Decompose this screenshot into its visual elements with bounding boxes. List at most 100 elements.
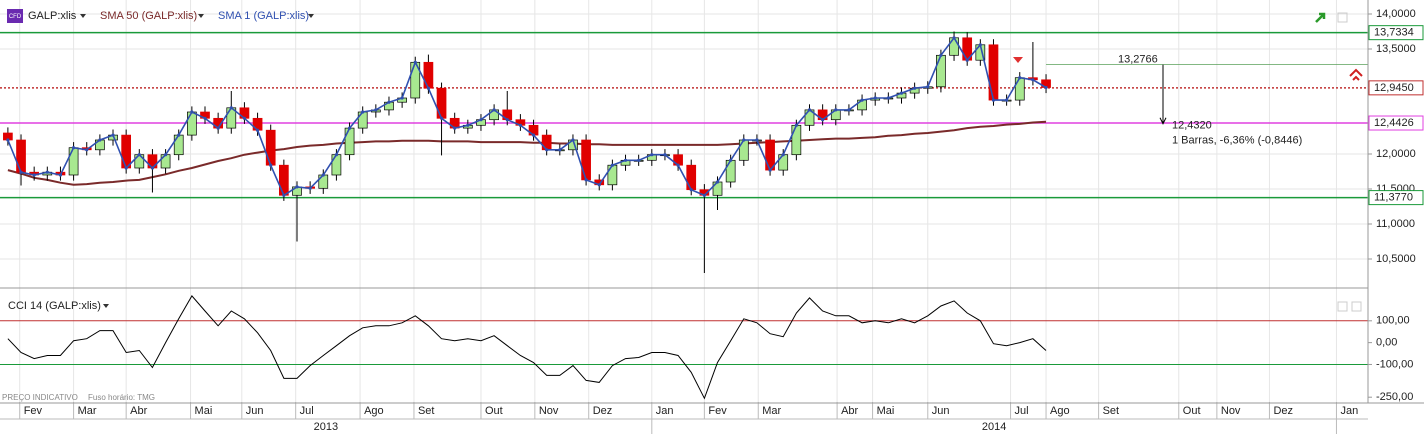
sma-point <box>347 126 352 130</box>
sma-point <box>991 98 996 102</box>
candle-body <box>436 87 447 119</box>
sma-point <box>242 116 247 120</box>
sma-point <box>886 96 890 100</box>
sma-point <box>715 180 720 184</box>
sma-point <box>137 153 141 157</box>
candle-body <box>988 44 999 101</box>
sma-point <box>361 110 365 114</box>
alert-icon[interactable] <box>1349 68 1363 81</box>
level-label: 11,3770 <box>1374 192 1413 204</box>
sma-point <box>492 108 496 112</box>
candle-body <box>725 159 736 183</box>
x-tick-label: Ago <box>364 405 384 417</box>
x-tick-label: Abr <box>130 405 147 417</box>
window-icon[interactable] <box>1337 12 1348 23</box>
candle-body <box>791 124 802 156</box>
sma-point <box>334 153 339 157</box>
sma-point <box>413 60 417 64</box>
window-icon[interactable] <box>1337 301 1348 312</box>
sma-point <box>584 178 588 182</box>
legend-item[interactable]: SMA 50 (GALP:xlis) <box>100 10 197 22</box>
chart-title[interactable]: GALP:xlis <box>28 10 77 22</box>
candle-body <box>173 134 184 156</box>
x-tick-label: Mai <box>195 405 213 417</box>
sma-point <box>650 153 654 157</box>
sma-point <box>308 186 312 190</box>
legend-item[interactable]: SMA 1 (GALP:xlis) <box>218 10 309 22</box>
sma-point <box>978 43 982 47</box>
x-tick-label: Mar <box>762 405 781 417</box>
marks: Fev Mar Abr Mai Jun Jul Ago Set Out Nov Dez Jan Fev M… <box>0 8 1424 434</box>
sma-point <box>111 133 115 137</box>
sma-point <box>269 163 273 167</box>
sma-point <box>821 118 825 122</box>
arrow-head <box>1159 117 1167 125</box>
sma-point <box>1031 78 1035 82</box>
sma-point <box>834 108 838 112</box>
year-label: 2013 <box>314 421 338 433</box>
sma-point <box>163 153 168 157</box>
level-box <box>1368 115 1424 131</box>
sma-line <box>7 36 1047 197</box>
sma-point <box>847 108 851 112</box>
candle-body <box>1014 77 1025 101</box>
sma-point <box>623 158 628 162</box>
cci-line <box>7 295 1047 400</box>
candle-body <box>187 111 197 136</box>
candle-body <box>252 117 263 131</box>
sma-point <box>965 58 969 62</box>
dropdown[interactable] <box>80 14 86 18</box>
candle-body <box>778 154 789 171</box>
sma-point <box>426 86 431 90</box>
sma-point <box>282 193 286 197</box>
level-box <box>1368 190 1424 206</box>
dropdown[interactable] <box>198 14 204 18</box>
candle-body <box>949 37 959 56</box>
y-tick-label: 13,5000 <box>1376 43 1416 55</box>
sma-point <box>19 170 23 174</box>
sma-point <box>597 183 601 187</box>
sma-point <box>545 148 549 152</box>
icon-label: CFD <box>9 14 22 20</box>
candle-body <box>581 139 591 181</box>
x-tick-label: Nov <box>1221 405 1241 417</box>
year-label: 2014 <box>982 421 1006 433</box>
trend-icon[interactable] <box>1315 12 1326 23</box>
x-tick-label: Abr <box>841 405 858 417</box>
sma-point <box>807 108 812 112</box>
candle-body <box>686 164 697 191</box>
candle-body <box>357 111 368 129</box>
x-tick-label: Jun <box>246 405 264 417</box>
sma-point <box>505 118 509 122</box>
x-tick-label: Mai <box>877 405 895 417</box>
sma-point <box>873 96 877 100</box>
indicator-title[interactable]: CCI 14 (GALP:xlis) <box>8 300 101 312</box>
sma-point <box>899 91 904 95</box>
x-tick-label: Fev <box>708 405 727 417</box>
y-tick-label: 11,0000 <box>1376 218 1415 230</box>
level-label: 13,7334 <box>1374 27 1414 39</box>
dropdown[interactable] <box>103 304 109 308</box>
sma-point <box>190 110 194 114</box>
sma-point <box>729 158 733 162</box>
sma-point <box>689 188 693 192</box>
sma-point <box>702 193 706 197</box>
sma-point <box>518 123 522 127</box>
sma-point <box>295 185 299 189</box>
y-tick-label: 14,0000 <box>1376 8 1416 20</box>
y-tick-label: 12,0000 <box>1376 148 1416 160</box>
dropdown[interactable] <box>308 14 314 18</box>
sma-point <box>71 146 76 150</box>
candle-body <box>265 129 276 166</box>
x-tick-label: Out <box>485 405 503 417</box>
sma-point <box>479 118 483 122</box>
sma-point <box>742 138 746 142</box>
sma-point <box>45 170 49 174</box>
candle-body <box>318 174 329 189</box>
note: Fuso horário: TMG <box>88 393 155 402</box>
sma-point <box>860 98 864 102</box>
window-icon[interactable] <box>1351 301 1362 312</box>
y-tick-label: -250,00 <box>1376 391 1413 403</box>
